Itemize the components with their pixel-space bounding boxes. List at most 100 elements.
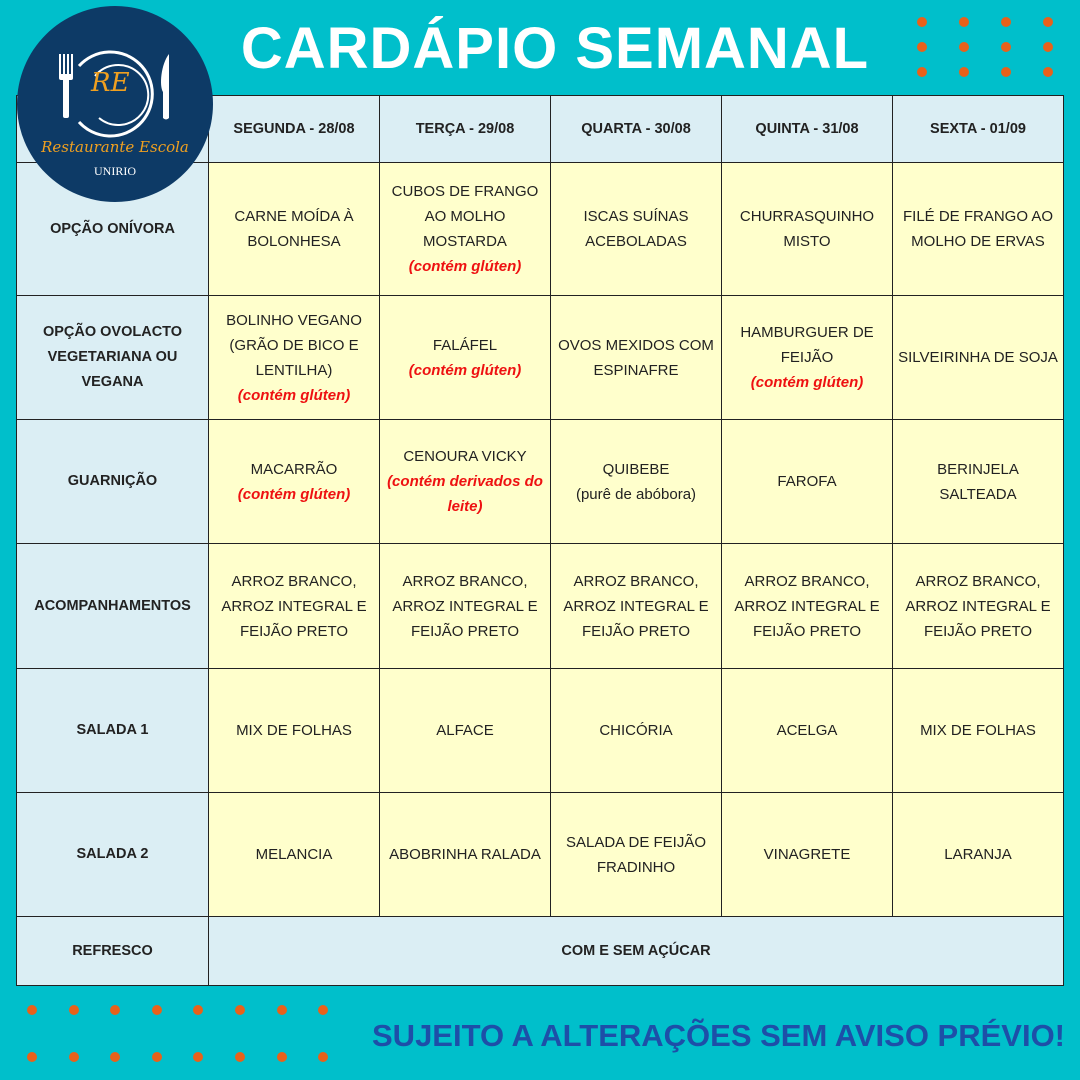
dish-name: MIX DE FOLHAS	[920, 722, 1036, 739]
menu-cell: SALADA DE FEIJÃO FRADINHO	[550, 792, 722, 917]
menu-cell: BOLINHO VEGANO (GRÃO DE BICO E LENTILHA)…	[208, 295, 380, 420]
dot	[151, 1052, 162, 1062]
menu-cell: CUBOS DE FRANGO AO MOLHO MOSTARDA (contém…	[379, 162, 551, 296]
logo-institution: UNIRIO	[94, 164, 136, 178]
menu-cell: ARROZ BRANCO, ARROZ INTEGRAL E FEIJÃO PR…	[379, 543, 551, 669]
plate-cutlery-icon	[59, 50, 169, 138]
dot	[27, 1052, 37, 1062]
allergen-note: (contém derivados do leite)	[387, 473, 543, 515]
dish-name: CUBOS DE FRANGO AO MOLHO MOSTARDA	[391, 183, 539, 250]
menu-cell: OVOS MEXIDOS COM ESPINAFRE	[550, 295, 722, 420]
menu-row: ACOMPANHAMENTOS ARROZ BRANCO, ARROZ INTEG…	[16, 543, 1064, 669]
dish-name: ISCAS SUÍNAS ACEBOLADAS	[583, 208, 689, 250]
dish-name: ALFACE	[436, 722, 494, 739]
disclaimer: SUJEITO A ALTERAÇÕES SEM AVISO PRÉVIO!	[372, 1018, 1066, 1053]
menu-cell: MIX DE FOLHAS	[892, 668, 1064, 793]
dot	[68, 1052, 79, 1062]
dot	[68, 1005, 79, 1015]
day-header: SEGUNDA - 28/08	[208, 95, 380, 163]
dish-name: BOLINHO VEGANO (GRÃO DE BICO E LENTILHA)	[226, 311, 362, 379]
menu-row: SALADA 1 MIX DE FOLHAS ALFACE CHICÓRIA ACELG…	[16, 668, 1064, 793]
menu-cell: ARROZ BRANCO, ARROZ INTEGRAL E FEIJÃO PR…	[550, 543, 722, 669]
dish-name: FAROFA	[777, 473, 837, 490]
menu-cell: ARROZ BRANCO, ARROZ INTEGRAL E FEIJÃO PR…	[721, 543, 893, 669]
menu-cell: ARROZ BRANCO, ARROZ INTEGRAL E FEIJÃO PR…	[892, 543, 1064, 669]
menu-cell: MIX DE FOLHAS	[208, 668, 380, 793]
dot	[235, 1005, 245, 1015]
dish-name: CHURRASQUINHO MISTO	[739, 208, 875, 250]
dish-name: ACELGA	[776, 722, 838, 739]
dot	[1043, 67, 1053, 77]
menu-row: OPÇÃO ONÍVORA CARNE MOÍDA À BOLONHESA CUBO…	[16, 162, 1064, 296]
menu-cell: FILÉ DE FRANGO AO MOLHO DE ERVAS	[892, 162, 1064, 296]
dot	[318, 1005, 329, 1015]
row-label: OPÇÃO OVOLACTO VEGETARIANA OU VEGANA	[16, 295, 209, 420]
dish-description: (purê de abóbora)	[575, 485, 697, 503]
dish-name: CHICÓRIA	[599, 722, 673, 739]
menu-cell: ALFACE	[379, 668, 551, 793]
menu-cell: LARANJA	[892, 792, 1064, 917]
allergen-note: (contém glúten)	[750, 374, 864, 391]
page-title: CARDÁPIO SEMANAL	[240, 16, 870, 81]
dish-name: ARROZ BRANCO, ARROZ INTEGRAL E FEIJÃO PR…	[734, 572, 880, 640]
dot	[1001, 42, 1011, 52]
dish-name: FILÉ DE FRANGO AO MOLHO DE ERVAS	[902, 208, 1054, 250]
menu-table: SEGUNDA - 28/08 TERÇA - 29/08 QUARTA - 30/…	[16, 95, 1064, 986]
dish-name: QUIBEBE	[602, 460, 670, 478]
menu-cell: VINAGRETE	[721, 792, 893, 917]
menu-cell: HAMBURGUER DE FEIJÃO (contém glúten)	[721, 295, 893, 420]
dish-name: CENOURA VICKY	[403, 448, 527, 465]
dot	[959, 17, 969, 27]
dish-name: ABOBRINHA RALADA	[389, 846, 541, 863]
menu-cell: FALÁFEL (contém glúten)	[379, 295, 551, 420]
allergen-note: (contém glúten)	[408, 258, 522, 275]
dot	[235, 1052, 245, 1062]
day-header: SEXTA - 01/09	[892, 95, 1064, 163]
dish-name: MIX DE FOLHAS	[236, 722, 352, 739]
allergen-note: (contém glúten)	[237, 386, 351, 404]
menu-cell: MELANCIA	[208, 792, 380, 917]
dish-name: OVOS MEXIDOS COM ESPINAFRE	[558, 336, 714, 379]
menu-cell: CHICÓRIA	[550, 668, 722, 793]
day-header: TERÇA - 29/08	[379, 95, 551, 163]
menu-cell: QUIBEBE (purê de abóbora)	[550, 419, 722, 544]
dot	[959, 42, 969, 52]
dish-name: HAMBURGUER DE FEIJÃO	[740, 324, 874, 366]
menu-row: SALADA 2 MELANCIA ABOBRINHA RALADA SALADA D…	[16, 792, 1064, 917]
dot	[1001, 67, 1011, 77]
dot	[110, 1005, 121, 1015]
dish-name: ARROZ BRANCO, ARROZ INTEGRAL E FEIJÃO PR…	[392, 572, 538, 640]
dot	[110, 1052, 121, 1062]
day-header: QUARTA - 30/08	[550, 95, 722, 163]
logo-name: Restaurante Escola	[41, 138, 189, 156]
dot	[1001, 17, 1011, 27]
dot	[318, 1052, 329, 1062]
dot	[1043, 17, 1053, 27]
menu-cell: CHURRASQUINHO MISTO	[721, 162, 893, 296]
dot	[917, 42, 927, 52]
dot	[151, 1005, 162, 1015]
menu-cell: MACARRÃO (contém glúten)	[208, 419, 380, 544]
row-label: SALADA 1	[16, 668, 209, 793]
menu-cell: CENOURA VICKY (contém derivados do leite)	[379, 419, 551, 544]
dish-name: VINAGRETE	[763, 846, 851, 863]
row-label: GUARNIÇÃO	[16, 419, 209, 544]
dot	[276, 1005, 287, 1015]
restaurant-logo: RE Restaurante Escola UNIRIO	[17, 6, 213, 202]
dish-name: LARANJA	[944, 846, 1012, 863]
refresco-row: REFRESCO COM E SEM AÇÚCAR	[16, 916, 1064, 986]
dot	[917, 17, 927, 27]
dot	[193, 1005, 204, 1015]
menu-cell: ABOBRINHA RALADA	[379, 792, 551, 917]
dot	[917, 67, 927, 77]
menu-cell: FAROFA	[721, 419, 893, 544]
dish-name: ARROZ BRANCO, ARROZ INTEGRAL E FEIJÃO PR…	[905, 572, 1051, 640]
dish-name: CARNE MOÍDA À BOLONHESA	[234, 208, 354, 250]
menu-cell: ACELGA	[721, 668, 893, 793]
dish-name: SALADA DE FEIJÃO FRADINHO	[565, 833, 707, 876]
allergen-note: (contém glúten)	[237, 485, 351, 503]
menu-cell: SILVEIRINHA DE SOJA	[892, 295, 1064, 420]
menu-cell: CARNE MOÍDA À BOLONHESA	[208, 162, 380, 296]
dot	[959, 67, 969, 77]
menu-cell: BERINJELA SALTEADA	[892, 419, 1064, 544]
